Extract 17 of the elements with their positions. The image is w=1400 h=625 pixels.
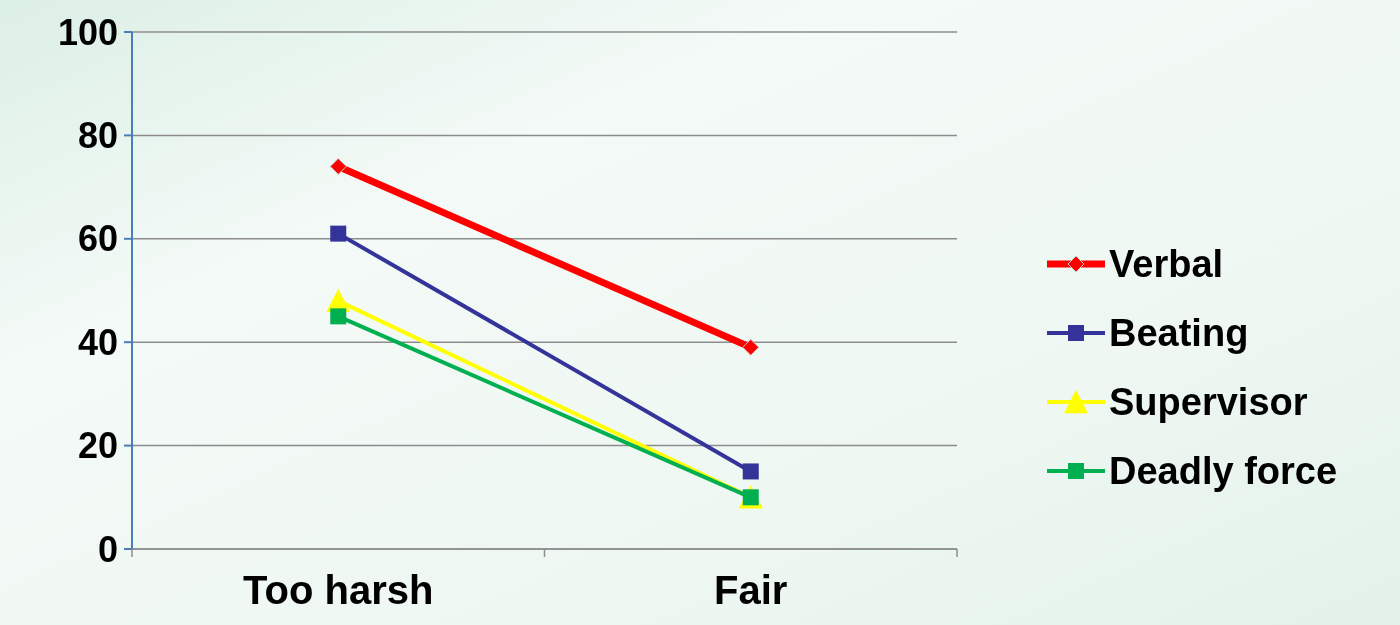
x-tick-label: Fair (714, 568, 788, 612)
legend-label: Verbal (1109, 243, 1224, 286)
y-tick-label: 20 (77, 425, 118, 467)
y-tick-label: 40 (77, 321, 118, 363)
point (742, 338, 760, 356)
point (330, 225, 347, 242)
x-tick-label: Too harsh (243, 568, 434, 612)
point (329, 157, 347, 175)
legend-label: Beating (1109, 312, 1249, 355)
y-tick-label: 80 (77, 115, 118, 156)
y-tick-label: 100 (57, 11, 118, 53)
point (742, 463, 759, 480)
legend-label: Deadly force (1109, 450, 1338, 493)
point (330, 308, 347, 325)
y-tick-label: 0 (97, 528, 118, 570)
legend-label: Supervisor (1109, 381, 1308, 424)
y-tick-label: 60 (77, 218, 118, 260)
